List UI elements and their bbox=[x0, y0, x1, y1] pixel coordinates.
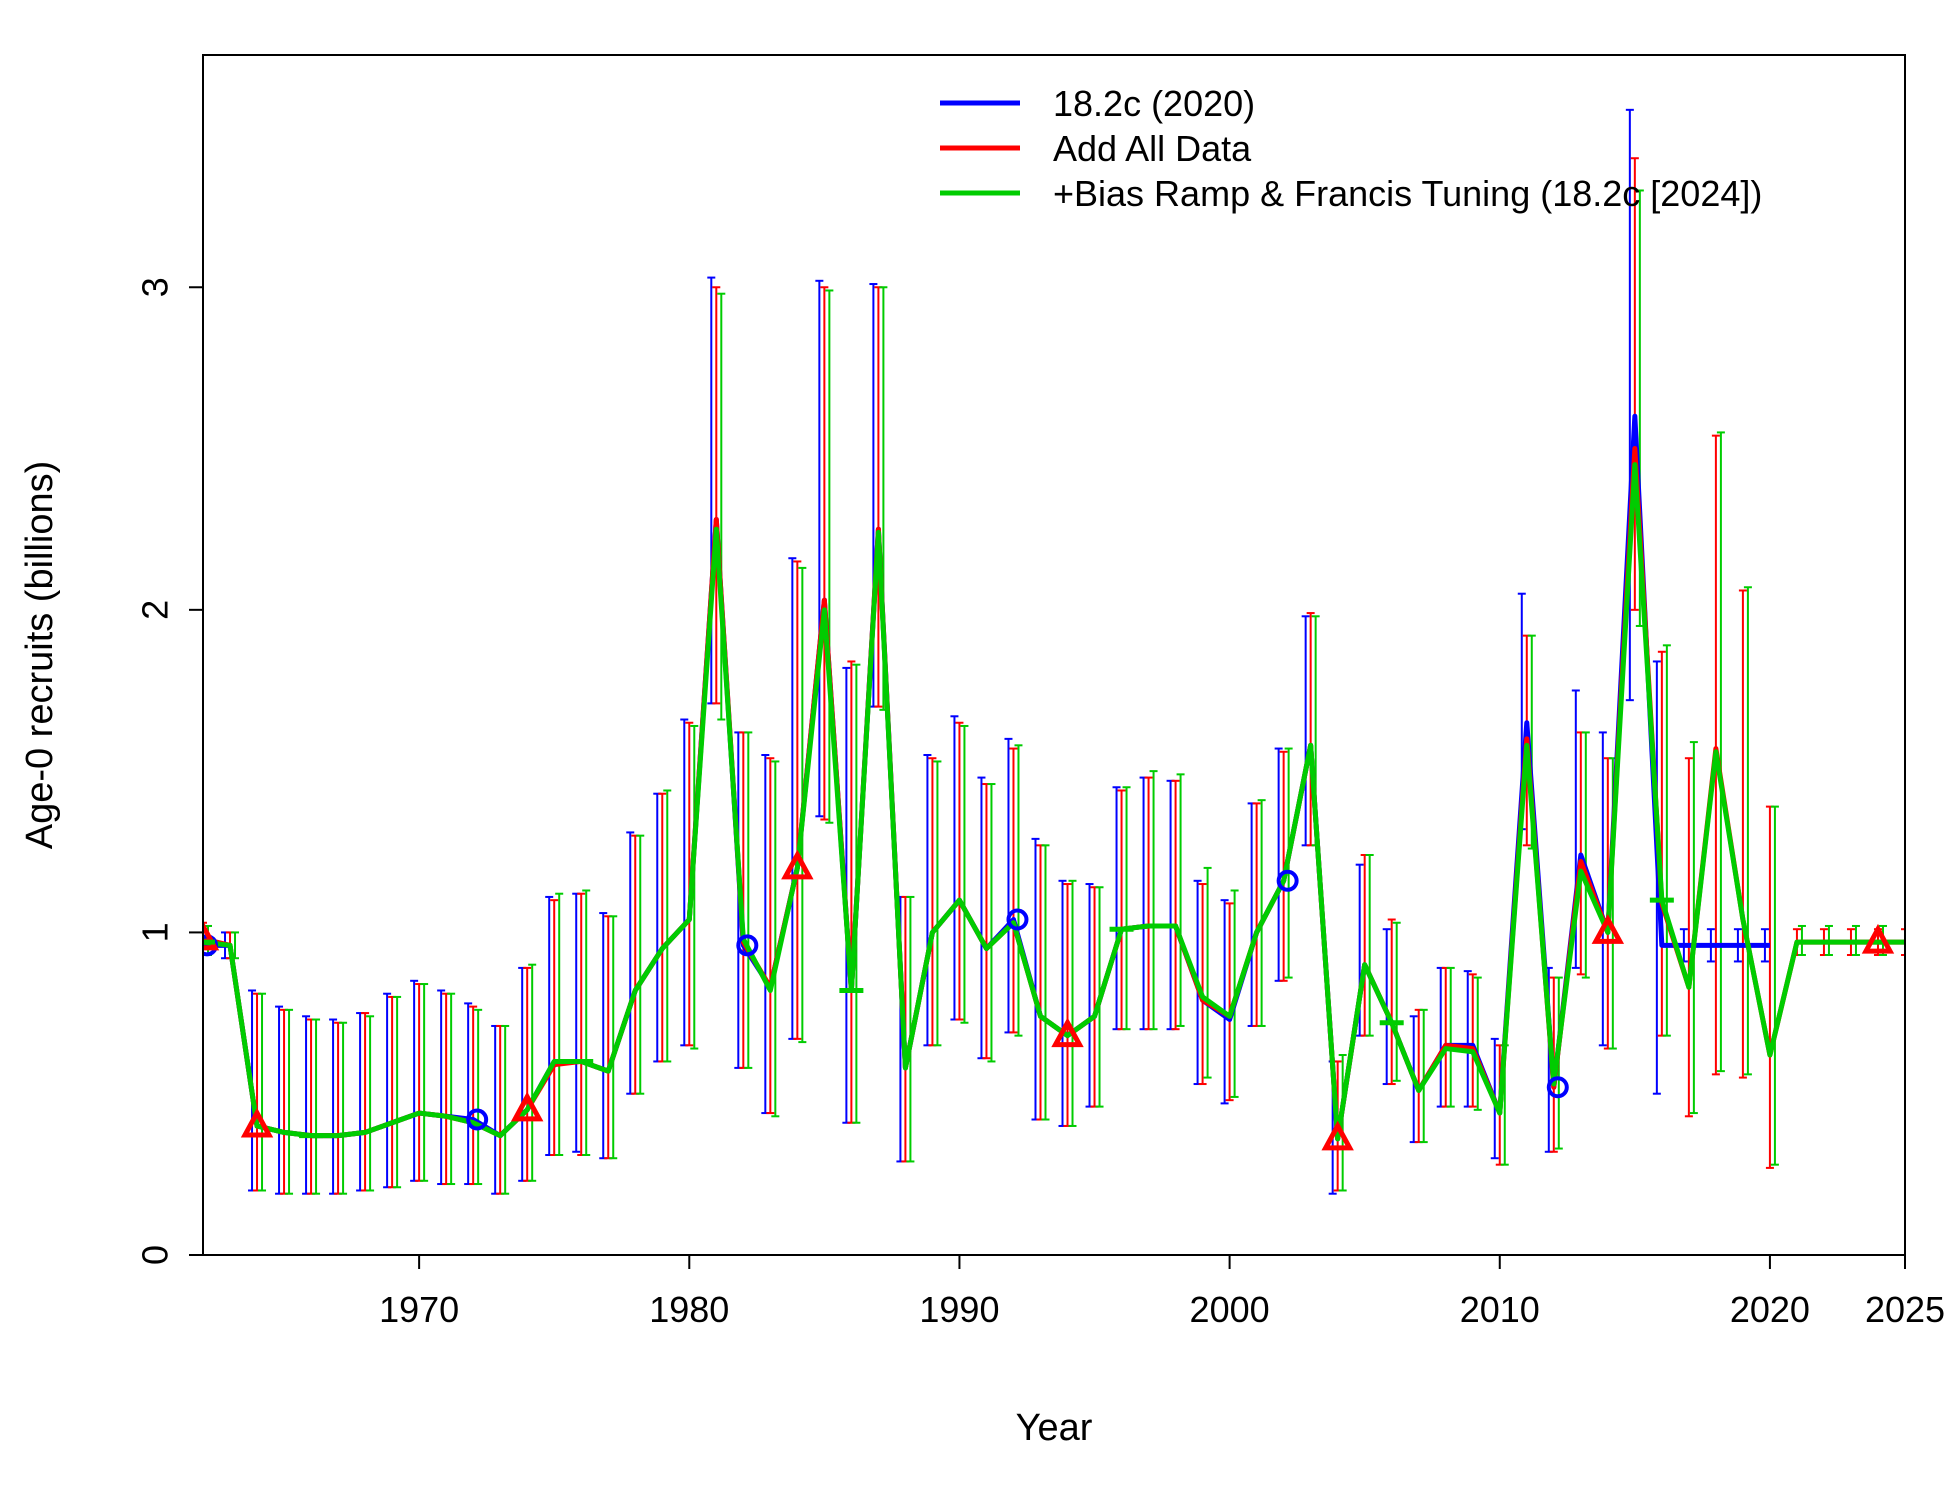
data-point bbox=[1321, 1120, 1354, 1151]
legend-label: Add All Data bbox=[1053, 128, 1252, 169]
series-line bbox=[203, 462, 1905, 1142]
data-point bbox=[1861, 923, 1895, 954]
x-tick-label: 2010 bbox=[1460, 1289, 1540, 1330]
series-lines bbox=[203, 413, 1905, 1142]
y-axis: 0 1 2 3 bbox=[135, 277, 203, 1265]
y-axis-label: Age-0 recruits (billions) bbox=[19, 461, 61, 850]
x-tick-label: 2020 bbox=[1730, 1289, 1810, 1330]
data-point bbox=[240, 1107, 274, 1138]
data-point bbox=[1006, 908, 1029, 931]
data-point bbox=[736, 934, 759, 957]
error-bars bbox=[203, 108, 1905, 1195]
legend-label: 18.2c (2020) bbox=[1053, 83, 1255, 124]
data-point bbox=[1276, 869, 1299, 892]
y-tick-label: 3 bbox=[135, 277, 176, 297]
x-tick-label: 1970 bbox=[379, 1289, 459, 1330]
x-tick-label: 1980 bbox=[649, 1289, 729, 1330]
y-tick-label: 1 bbox=[135, 922, 176, 942]
x-axis: 1970 1980 1990 2000 2010 2020 2025 bbox=[379, 1255, 1945, 1330]
x-tick-label: 2025 bbox=[1865, 1289, 1945, 1330]
plot-frame bbox=[202, 54, 1906, 1256]
series-markers bbox=[203, 849, 1895, 1151]
data-point bbox=[781, 849, 814, 880]
data-point bbox=[1051, 1017, 1084, 1048]
x-tick-label: 1990 bbox=[919, 1289, 999, 1330]
data-point bbox=[466, 1108, 489, 1131]
legend: 18.2c (2020)Add All Data+Bias Ramp & Fra… bbox=[940, 83, 1762, 214]
data-point bbox=[1591, 914, 1625, 944]
x-axis-label: Year bbox=[1016, 1407, 1093, 1449]
series-line bbox=[203, 446, 1905, 1142]
data-point bbox=[203, 920, 220, 951]
data-point bbox=[1546, 1076, 1569, 1099]
y-tick-label: 2 bbox=[135, 600, 176, 620]
data-point bbox=[510, 1091, 544, 1122]
x-tick-label: 2000 bbox=[1190, 1289, 1270, 1330]
legend-label: +Bias Ramp & Francis Tuning (18.2c [2024… bbox=[1053, 173, 1762, 214]
y-tick-label: 0 bbox=[135, 1245, 176, 1265]
